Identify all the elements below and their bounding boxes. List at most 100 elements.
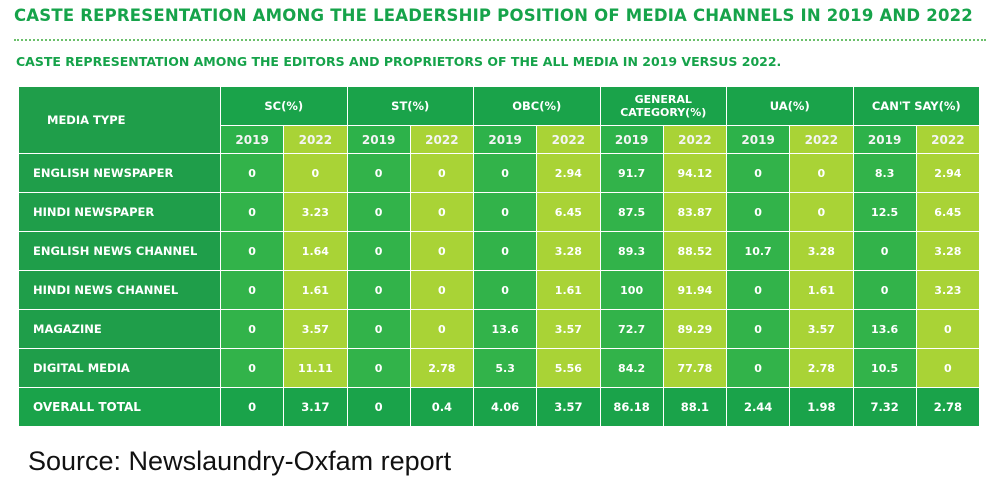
table-cell: 87.5 xyxy=(599,192,664,232)
table-cell: 0 xyxy=(472,231,538,271)
table-cell: 0 xyxy=(346,231,411,271)
table-cell: 100 xyxy=(599,270,664,310)
total-cell: 86.18 xyxy=(599,387,664,427)
table-cell: 0 xyxy=(725,192,791,232)
table-cell: 0 xyxy=(409,309,475,349)
row-label: HINDI NEWSPAPER xyxy=(18,192,221,232)
table-cell: 8.3 xyxy=(852,153,917,193)
year-header-row: 2019 2022 2019 2022 2019 2022 2019 2022 2019 2022… xyxy=(19,125,981,154)
table-cell: 0 xyxy=(409,270,475,310)
table-cell: 5.3 xyxy=(472,348,538,388)
title-divider xyxy=(14,39,986,41)
year-header-cell: 2022 xyxy=(915,125,981,154)
table-cell: 91.94 xyxy=(662,270,728,310)
chart-subtitle: CASTE REPRESENTATION AMONG THE EDITORS A… xyxy=(16,54,782,69)
group-header-general-line2: CATEGORY(%) xyxy=(620,106,707,119)
year-header-cell: 2019 xyxy=(472,125,538,154)
table-cell: 88.52 xyxy=(662,231,728,271)
source-note: Source: Newslaundry-Oxfam report xyxy=(28,446,452,476)
caste-representation-table: MEDIA TYPE SC(%) ST(%) OBC(%) GENERAL CA… xyxy=(18,86,981,427)
table-cell: 84.2 xyxy=(599,348,664,388)
table-cell: 89.3 xyxy=(599,231,664,271)
table-cell: 6.45 xyxy=(536,192,601,232)
year-header-cell: 2022 xyxy=(283,125,348,154)
table-cell: 0 xyxy=(409,192,475,232)
year-header-cell: 2022 xyxy=(536,125,601,154)
group-header-ua: UA(%) xyxy=(726,86,854,126)
total-cell: 0.4 xyxy=(409,387,475,427)
table-cell: 3.28 xyxy=(915,231,981,271)
group-header-sc: SC(%) xyxy=(220,86,348,126)
table-cell: 0 xyxy=(725,348,791,388)
table-cell: 0 xyxy=(346,192,411,232)
table-row: ENGLISH NEWS CHANNEL 0 1.64 0 0 0 3.28 89.3 88.5… xyxy=(18,231,981,271)
table-cell: 0 xyxy=(409,153,475,193)
total-cell: 4.06 xyxy=(472,387,538,427)
table-cell: 10.5 xyxy=(852,348,917,388)
group-header-general-line1: GENERAL xyxy=(634,93,692,106)
group-header-cant-say: CAN'T SAY(%) xyxy=(852,86,980,126)
table-cell: 72.7 xyxy=(599,309,664,349)
total-cell: 0 xyxy=(346,387,411,427)
total-cell: 2.78 xyxy=(915,387,981,427)
year-header-cell: 2019 xyxy=(725,125,791,154)
table-cell: 0 xyxy=(852,231,917,271)
table-cell: 1.61 xyxy=(283,270,348,310)
table-cell: 0 xyxy=(472,270,538,310)
table-cell: 3.57 xyxy=(536,309,601,349)
table-body: ENGLISH NEWSPAPER 0 0 0 0 0 2.94 91.7 94.12 0 0 8.3… xyxy=(18,153,981,427)
total-cell: 3.57 xyxy=(536,387,601,427)
table-cell: 1.61 xyxy=(789,270,854,310)
table-cell: 0 xyxy=(472,192,538,232)
total-cell: 0 xyxy=(219,387,285,427)
row-label: ENGLISH NEWSPAPER xyxy=(18,153,221,193)
table-cell: 11.11 xyxy=(283,348,348,388)
group-header-st: ST(%) xyxy=(346,86,474,126)
table-cell: 5.56 xyxy=(536,348,601,388)
table-cell: 0 xyxy=(346,153,411,193)
table-cell: 3.57 xyxy=(789,309,854,349)
table-row: DIGITAL MEDIA 0 11.11 0 2.78 5.3 5.56 84.2 77.78… xyxy=(18,348,981,388)
table-row: ENGLISH NEWSPAPER 0 0 0 0 0 2.94 91.7 94.12 0 0 8.3… xyxy=(18,153,981,193)
table-row: HINDI NEWSPAPER 0 3.23 0 0 0 6.45 87.5 83.87 0 0 12… xyxy=(18,192,981,232)
table-cell: 83.87 xyxy=(662,192,728,232)
total-cell: 7.32 xyxy=(852,387,917,427)
row-label: ENGLISH NEWS CHANNEL xyxy=(18,231,221,271)
total-cell: 1.98 xyxy=(789,387,854,427)
table-cell: 0 xyxy=(725,309,791,349)
table-cell: 0 xyxy=(725,270,791,310)
table-cell: 0 xyxy=(283,153,348,193)
year-header-cell: 2019 xyxy=(346,125,411,154)
year-header-cell: 2019 xyxy=(219,125,285,154)
table-cell: 0 xyxy=(725,153,791,193)
table-cell: 3.57 xyxy=(283,309,348,349)
total-row-label: OVERALL TOTAL xyxy=(18,387,221,427)
group-header-row: MEDIA TYPE SC(%) ST(%) OBC(%) GENERAL CA… xyxy=(18,86,980,154)
table-cell: 13.6 xyxy=(472,309,538,349)
table-cell: 77.78 xyxy=(662,348,728,388)
table-cell: 0 xyxy=(915,309,981,349)
table-cell: 0 xyxy=(472,153,538,193)
table-cell: 0 xyxy=(219,192,285,232)
table-cell: 0 xyxy=(219,348,285,388)
year-header-cell: 2019 xyxy=(852,125,917,154)
table-cell: 2.94 xyxy=(536,153,601,193)
table-cell: 91.7 xyxy=(599,153,664,193)
table-row: MAGAZINE 0 3.57 0 0 13.6 3.57 72.7 89.29 0 3.57 13.… xyxy=(18,309,981,349)
table-cell: 0 xyxy=(346,348,411,388)
table-cell: 13.6 xyxy=(852,309,917,349)
row-label: DIGITAL MEDIA xyxy=(18,348,221,388)
table-cell: 0 xyxy=(219,231,285,271)
table-cell: 2.94 xyxy=(915,153,981,193)
table-cell: 2.78 xyxy=(409,348,475,388)
total-row: OVERALL TOTAL 0 3.17 0 0.4 4.06 3.57 86.18 88.1 2… xyxy=(18,387,981,427)
year-header-cell: 2019 xyxy=(599,125,664,154)
table-cell: 3.28 xyxy=(789,231,854,271)
table-cell: 0 xyxy=(219,309,285,349)
total-cell: 3.17 xyxy=(283,387,348,427)
table-cell: 3.23 xyxy=(283,192,348,232)
year-header-cell: 2022 xyxy=(662,125,728,154)
row-label: MAGAZINE xyxy=(18,309,221,349)
table-cell: 10.7 xyxy=(725,231,791,271)
table-cell: 0 xyxy=(219,270,285,310)
